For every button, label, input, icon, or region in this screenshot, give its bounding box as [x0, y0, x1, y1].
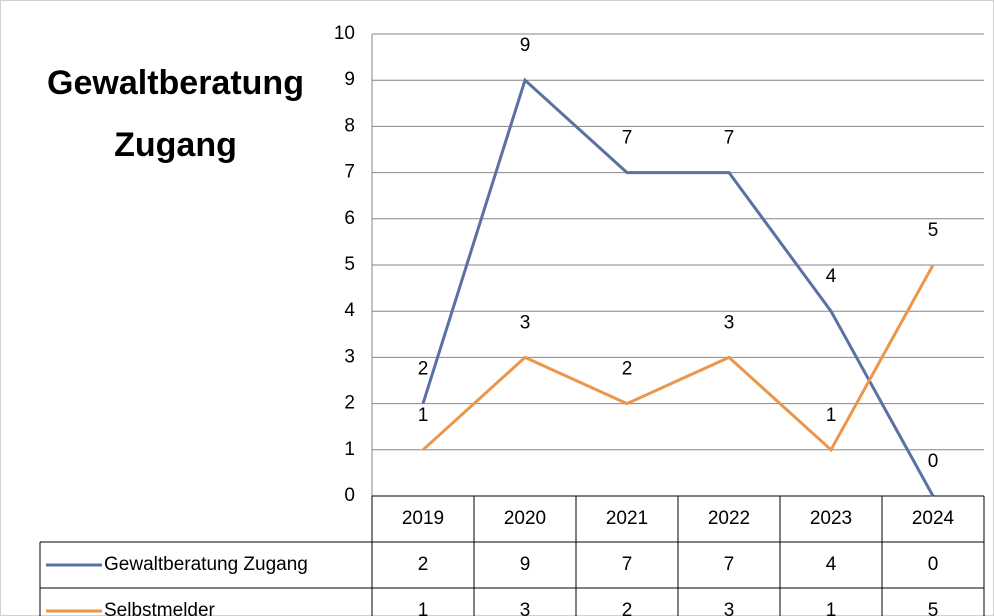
- series-line: [421, 77, 935, 497]
- y-tick-label: 10: [334, 23, 355, 44]
- x-tick-label: 2021: [606, 508, 648, 529]
- data-label: 2: [622, 359, 633, 380]
- x-tick-label: 2022: [708, 508, 750, 529]
- y-tick-label: 1: [344, 439, 355, 460]
- y-tick-label: 6: [344, 208, 355, 229]
- series-line: [421, 264, 935, 453]
- table-cell: 7: [622, 554, 633, 575]
- data-label: 1: [418, 405, 429, 426]
- y-tick-label: 8: [344, 115, 355, 136]
- data-label: 4: [826, 266, 837, 287]
- data-label: 0: [928, 451, 939, 472]
- y-tick-label: 5: [344, 254, 355, 275]
- data-label: 9: [520, 35, 531, 56]
- y-tick-label: 9: [344, 69, 355, 90]
- y-tick-label: 0: [344, 485, 355, 506]
- table-cell: 7: [724, 554, 735, 575]
- table-cell: 5: [928, 600, 939, 616]
- y-tick-label: 2: [344, 393, 355, 414]
- table-cell: 3: [520, 600, 531, 616]
- table-cell: 2: [622, 600, 633, 616]
- data-label: 7: [724, 128, 735, 149]
- data-label: 1: [826, 405, 837, 426]
- table-cell: 4: [826, 554, 837, 575]
- legend-label: Gewaltberatung Zugang: [104, 554, 308, 575]
- data-label: 5: [928, 220, 939, 241]
- y-tick-label: 3: [344, 346, 355, 367]
- y-tick-label: 7: [344, 162, 355, 183]
- data-label: 7: [622, 128, 633, 149]
- x-tick-label: 2023: [810, 508, 852, 529]
- table-cell: 3: [724, 600, 735, 616]
- chart-title: Gewaltberatung Zugang: [47, 64, 304, 164]
- legend-label: Selbstmelder: [104, 600, 216, 616]
- table-cell: 0: [928, 554, 939, 575]
- x-tick-label: 2020: [504, 508, 546, 529]
- x-tick-label: 2019: [402, 508, 444, 529]
- table-cell: 2: [418, 554, 429, 575]
- data-label: 3: [520, 312, 531, 333]
- table-cell: 9: [520, 554, 531, 575]
- table-cell: 1: [826, 600, 837, 616]
- data-label: 3: [724, 312, 735, 333]
- y-tick-label: 4: [344, 300, 355, 321]
- data-label: 2: [418, 359, 429, 380]
- x-tick-label: 2024: [912, 508, 955, 529]
- table-cell: 1: [418, 600, 429, 616]
